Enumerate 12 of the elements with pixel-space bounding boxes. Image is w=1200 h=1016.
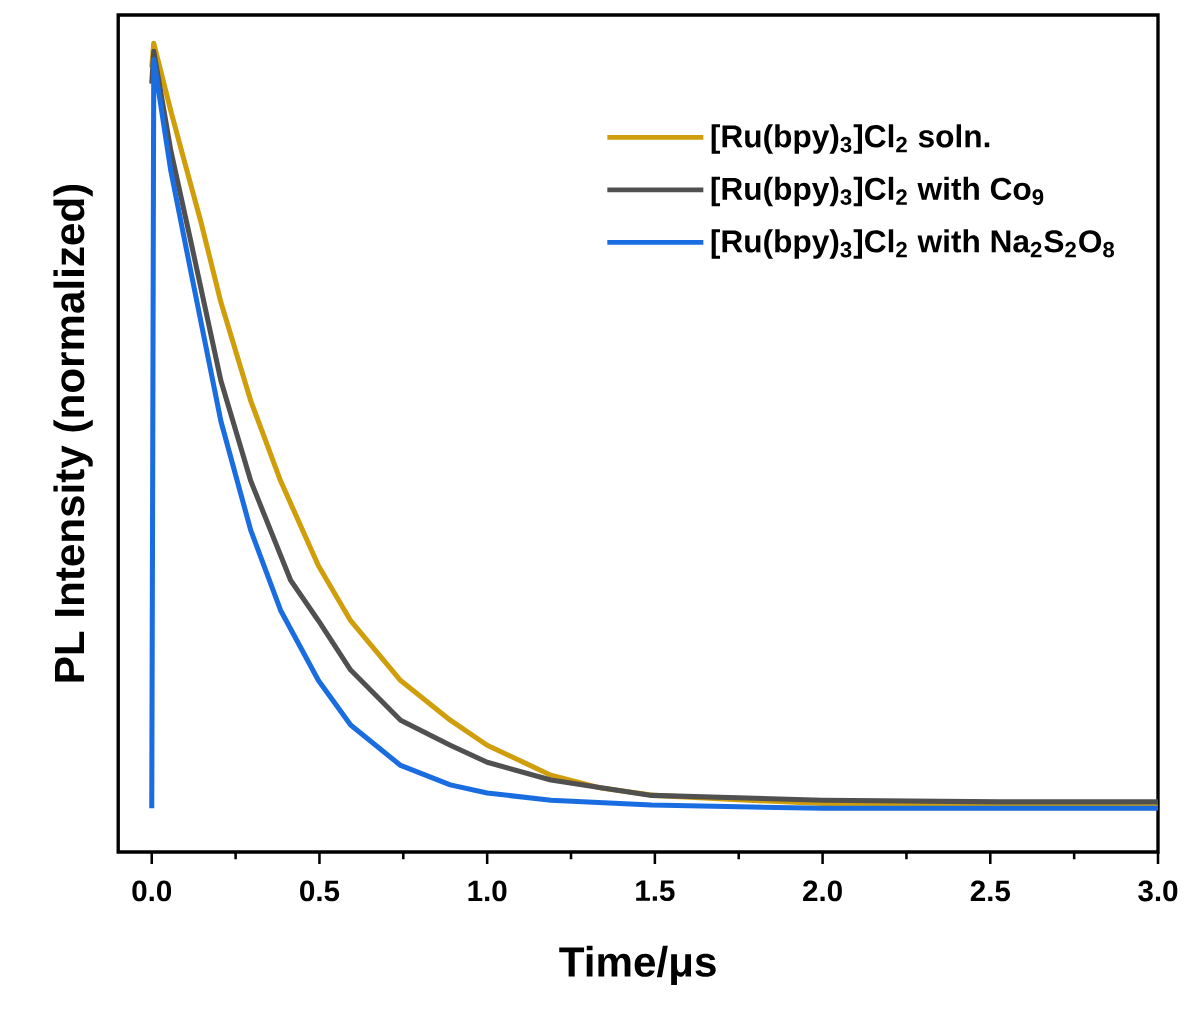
x-axis-title: Time/μs [559, 945, 716, 986]
legend-label: [Ru(bpy)$_{3}$]Cl$_{2}$ soln. [711, 124, 990, 154]
x-tick-label: 2.5 [970, 880, 1010, 902]
x-tick-label: 0.0 [132, 880, 172, 902]
x-tick-label: 3.0 [1138, 880, 1178, 902]
y-axis-title: PL Intensity (normalized) [53, 184, 93, 682]
x-tick-label: 0.5 [300, 880, 340, 902]
x-tick-label: 1.0 [468, 880, 507, 902]
x-tick-label: 1.5 [636, 880, 675, 902]
x-tick-label: 2.0 [803, 880, 842, 902]
text: [Ru(bpy)$_{3}$]Cl$_{2}$ with Na$_{2}$S$_{2}$O$_{8}$ [711, 229, 1115, 259]
legend-label: [Ru(bpy)$_{3}$]Cl$_{2}$ with Co$_{9}$ [711, 176, 1044, 207]
